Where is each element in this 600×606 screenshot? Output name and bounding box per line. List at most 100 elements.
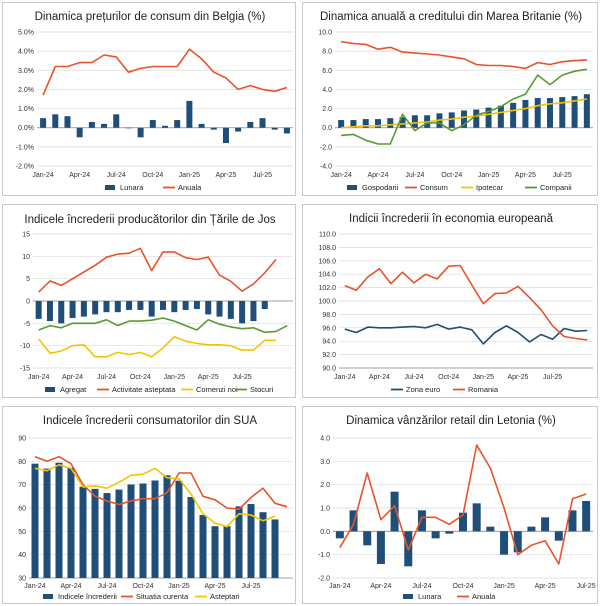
y-tick-label: 80 [18, 459, 26, 466]
panel-belgium-cpi: Dinamica prețurilor de consum din Belgia… [2, 2, 296, 196]
line-stocuri [38, 317, 288, 334]
bar-lunara [174, 120, 181, 128]
y-tick-label: -4.0 [320, 164, 332, 171]
legend-item-comenzi-noi: Comenzi noi [181, 385, 238, 394]
bar-lunara [259, 118, 266, 128]
x-tick-label: Jul-24 [97, 374, 116, 381]
bar-agregat [103, 301, 110, 313]
legend-item-stocuri: Stocuri [235, 385, 274, 394]
y-tick-label: -15 [20, 366, 30, 373]
legend-item-ipotecar: Ipotecar [461, 183, 504, 192]
bar-indicele-increderii [67, 467, 75, 578]
x-tick-label: Jan-25 [168, 583, 190, 590]
bar-agregat [205, 301, 212, 315]
bar-indicele-increderii [139, 483, 147, 578]
bar-agregat [126, 301, 133, 310]
y-tick-label: -2.0 [320, 144, 332, 151]
bar-gospodarii [534, 98, 541, 128]
chart-title: Dinamica vânzărilor retail din Letonia (… [346, 415, 556, 427]
bar-gospodarii [583, 94, 590, 128]
bar-lunara [52, 114, 59, 128]
line-activitate-asteptata [38, 247, 277, 293]
bar-indicele-increderii [199, 515, 207, 578]
bar-lunara [363, 531, 372, 546]
line-companii [341, 68, 588, 145]
y-tick-label: 108.0 [318, 245, 336, 252]
y-tick-label: 4.0% [18, 49, 34, 56]
bar-gospodarii [497, 105, 504, 128]
x-tick-label: Jan-24 [28, 374, 50, 381]
legend-label: Ipotecar [476, 183, 504, 192]
bar-indicele-increderii [175, 480, 183, 578]
x-tick-label: Jul-25 [233, 374, 252, 381]
legend-label: Comenzi noi [196, 385, 238, 394]
legend-label: Companii [540, 183, 572, 192]
x-tick-label: Jan-24 [334, 374, 356, 381]
x-tick-label: Jan-24 [24, 583, 46, 590]
bar-lunara [222, 127, 229, 144]
bar-gospodarii [559, 97, 566, 128]
y-tick-label: -1.0% [16, 144, 34, 151]
line-anuala [42, 48, 288, 96]
bar-lunara [445, 531, 454, 534]
bar-lunara [486, 526, 495, 532]
bar-lunara [541, 517, 550, 532]
bar-agregat [160, 301, 166, 310]
x-tick-label: Jul-24 [107, 172, 126, 179]
legend-item-indicele-increderii: Indicele încrederii [43, 592, 117, 601]
bar-gospodarii [485, 107, 492, 128]
legend-item-activitate-asteptata: Activitate asteptata [97, 385, 176, 394]
x-tick-label: Jan-24 [32, 172, 54, 179]
line-consum [340, 40, 587, 70]
y-tick-label: -1.0 [318, 552, 330, 559]
bar-lunara [472, 503, 481, 532]
y-tick-label: 30 [18, 576, 26, 583]
y-tick-label: 2.0% [18, 87, 34, 94]
legend-swatch [45, 387, 55, 392]
chart-title: Dinamica anuală a creditului din Marea B… [320, 11, 582, 23]
y-tick-label: -2.0% [16, 164, 34, 171]
x-tick-label: Jul-25 [553, 172, 572, 179]
legend-item-lunara: Lunara [403, 592, 442, 601]
legend-label: Gospodarii [362, 183, 399, 192]
line-ipotecar [341, 98, 588, 129]
x-tick-label: Oct-24 [438, 374, 459, 381]
y-tick-label: 8.0 [322, 49, 332, 56]
y-tick-label: 15 [22, 232, 30, 239]
x-tick-label: Jul-25 [241, 583, 260, 590]
bar-agregat [193, 301, 200, 310]
bar-gospodarii [375, 119, 381, 128]
bar-lunara [582, 501, 591, 532]
panel-netherlands-producer-confidence: Indicele încrederii producătorilor din Ț… [2, 204, 296, 398]
x-tick-label: Jan-25 [478, 172, 500, 179]
legend-item-consum: Consum [405, 183, 448, 192]
y-tick-label: 100.0 [318, 299, 336, 306]
bar-lunara [88, 121, 95, 128]
y-tick-label: 92.0 [322, 352, 336, 359]
y-tick-label: 3.0% [18, 68, 34, 75]
y-tick-label: 104.0 [318, 272, 336, 279]
y-tick-label: -10 [20, 343, 30, 350]
bar-lunara [349, 510, 358, 532]
chart-title: Indicii încrederii în economia europeană [349, 213, 554, 225]
y-tick-label: -2.0 [318, 576, 330, 583]
line-comenzi-noi [38, 335, 276, 358]
x-tick-label: Jan-24 [330, 172, 352, 179]
bar-lunara [247, 121, 254, 128]
x-tick-label: Apr-25 [507, 374, 528, 381]
bar-lunara [198, 123, 205, 128]
chart-title: Indicele încrederii producătorilor din Ț… [24, 214, 275, 226]
y-tick-label: 2.0 [320, 482, 330, 489]
y-tick-label: 0.0 [320, 529, 330, 536]
x-tick-label: Apr-24 [62, 374, 83, 381]
bar-agregat [80, 301, 87, 317]
legend-swatch [105, 185, 115, 190]
bar-gospodarii [387, 118, 394, 128]
y-tick-label: 70 [18, 482, 26, 489]
x-tick-label: Jul-25 [543, 374, 562, 381]
bar-gospodarii [510, 102, 517, 128]
y-tick-label: 90 [18, 436, 26, 443]
bar-gospodarii [448, 112, 455, 128]
legend-swatch [43, 594, 53, 599]
bar-lunara [390, 491, 399, 532]
